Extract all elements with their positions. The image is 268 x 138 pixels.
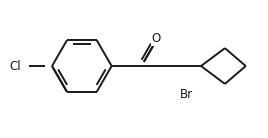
Text: O: O	[152, 32, 161, 45]
Text: Br: Br	[180, 88, 193, 101]
Text: Cl: Cl	[9, 59, 21, 73]
